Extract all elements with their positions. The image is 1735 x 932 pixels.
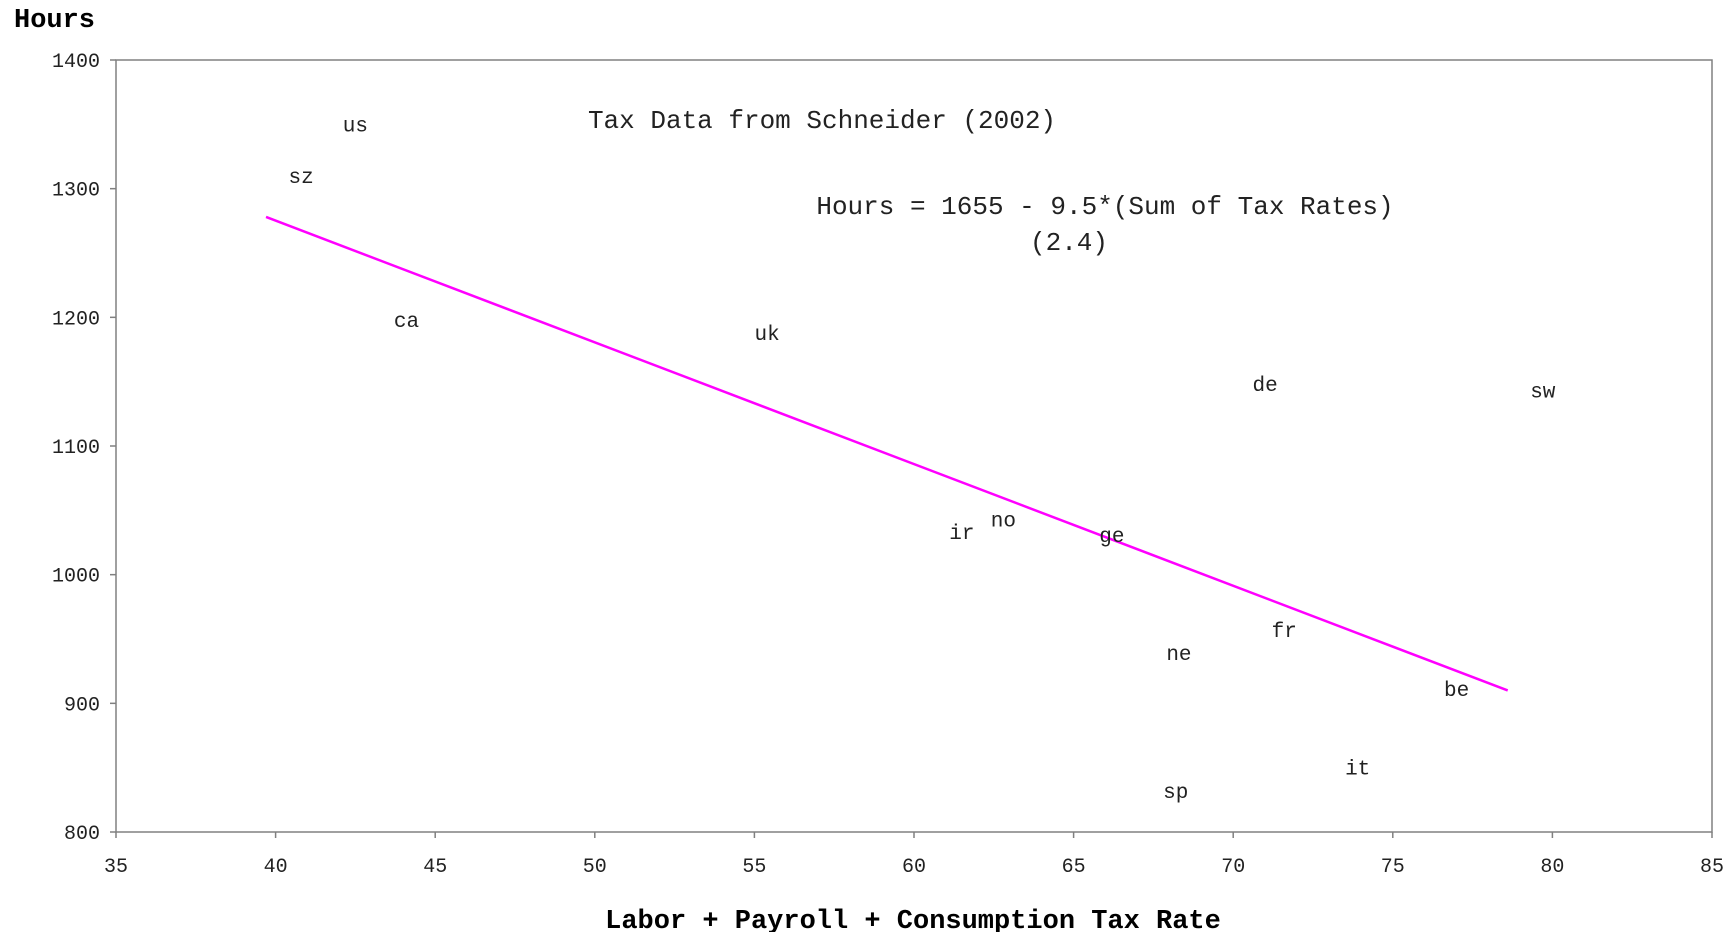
x-tick-label: 80 <box>1540 856 1564 879</box>
point-label-sz: sz <box>289 167 314 190</box>
y-axis-title: Hours <box>14 6 95 36</box>
x-tick-label: 50 <box>583 856 607 879</box>
point-label-sp: sp <box>1163 782 1188 805</box>
point-label-it: it <box>1345 759 1370 782</box>
fit-line-group <box>265 215 1509 692</box>
x-tick-label: 35 <box>104 856 128 879</box>
point-label-fr: fr <box>1272 621 1297 644</box>
x-tick-label: 65 <box>1062 856 1086 879</box>
y-tick-label: 1200 <box>52 308 100 331</box>
y-tick-label: 1300 <box>52 180 100 203</box>
x-tick-label: 75 <box>1381 856 1405 879</box>
y-tick-label: 1000 <box>52 566 100 589</box>
x-tick-label: 40 <box>264 856 288 879</box>
point-label-ca: ca <box>394 311 419 334</box>
ticks: 35 40 45 50 55 60 65 70 75 80 85 800 900 1000 1100 1200… <box>52 51 1724 879</box>
point-label-uk: uk <box>755 324 780 347</box>
x-axis-title: Labor + Payroll + Consumption Tax Rate <box>605 907 1221 932</box>
chart-title: Tax Data from Schneider (2002) <box>588 106 1056 136</box>
y-tick-label: 900 <box>64 694 100 717</box>
x-tick-label: 85 <box>1700 856 1724 879</box>
plot-frame <box>115 59 1713 833</box>
axes <box>115 59 1713 833</box>
point-label-be: be <box>1444 680 1469 703</box>
regression-line <box>265 215 1509 692</box>
point-label-ne: ne <box>1166 644 1191 667</box>
y-tick-label: 1100 <box>52 437 100 460</box>
regression-stderr: (2.4) <box>1030 228 1108 258</box>
x-tick-label: 60 <box>902 856 926 879</box>
point-label-de: de <box>1253 375 1278 398</box>
point-label-ir: ir <box>949 523 974 546</box>
point-label-sw: sw <box>1530 382 1556 405</box>
point-label-no: no <box>991 510 1016 533</box>
x-tick-label: 70 <box>1221 856 1245 879</box>
x-tick-label: 45 <box>423 856 447 879</box>
point-label-ge: ge <box>1099 526 1124 549</box>
x-tick-label: 55 <box>742 856 766 879</box>
y-tick-label: 1400 <box>52 51 100 74</box>
regression-equation: Hours = 1655 - 9.5*(Sum of Tax Rates) <box>816 192 1393 222</box>
point-label-us: us <box>343 115 368 138</box>
y-tick-label: 800 <box>64 823 100 846</box>
